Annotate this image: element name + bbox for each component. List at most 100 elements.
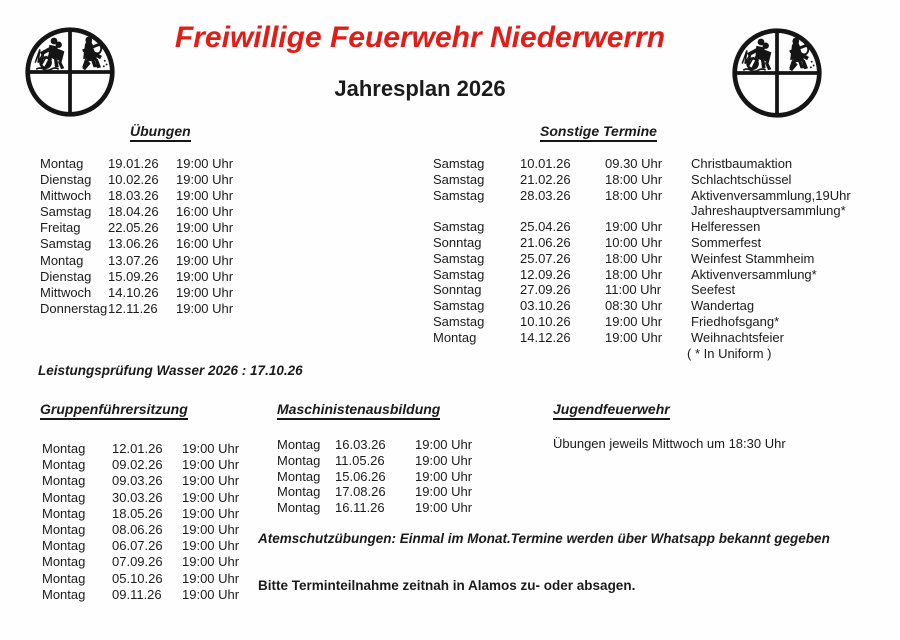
table-cell-time: 19:00 Uhr <box>605 313 663 329</box>
heading-jugendfeuerwehr: Jugendfeuerwehr <box>553 401 670 420</box>
table-cell-day: Sonntag <box>433 282 482 298</box>
table-cell-day: Samstag <box>433 250 485 266</box>
table-cell-day: Samstag <box>40 236 92 252</box>
table-cell-date: 10.01.26 <box>520 156 571 171</box>
table-cell-date: 09.03.26 <box>112 473 163 489</box>
table-cell-day: Montag <box>42 570 86 586</box>
heading-uebungen: Übungen <box>130 123 191 142</box>
table-cell-date: 12.11.26 <box>108 300 158 316</box>
alamos-note: Bitte Terminteilnahme zeitnah in Alamos … <box>258 578 636 593</box>
table-cell-day: Samstag <box>433 298 485 314</box>
table-cell-time: 19:00 Uhr <box>415 468 473 484</box>
table-cell-day: Samstag <box>40 204 92 220</box>
table-cell-event: Wandertag <box>685 298 900 314</box>
event-line-1: Christbaumaktion <box>691 156 793 171</box>
table-cell-date: 12.09.26 <box>520 266 571 282</box>
table-cell-date: 18.05.26 <box>112 505 163 521</box>
table-cell-time: 16:00 Uhr <box>176 236 234 252</box>
table-cell-event: Weinfest Stammheim <box>685 251 900 267</box>
table-cell-day: Montag <box>42 505 86 521</box>
table-cell-day: Montag <box>40 156 84 171</box>
table-cell-day: Montag <box>42 538 86 554</box>
table-cell-day: Montag <box>277 500 321 516</box>
table-cell-time: 19:00 Uhr <box>415 437 473 452</box>
table-cell-time: 19:00 Uhr <box>182 570 240 586</box>
table-cell-date: 07.09.26 <box>112 554 163 570</box>
table-cell-time: 19:00 Uhr <box>605 329 663 345</box>
table-cell-day: Mittwoch <box>40 284 92 300</box>
table-cell-time: 18:00 Uhr <box>605 250 663 266</box>
table-cell-time: 19:00 Uhr <box>182 473 240 489</box>
table-cell-date: 18.04.26 <box>108 204 159 220</box>
table-cell-time: 19:00 Uhr <box>182 505 240 521</box>
document-title: Freiwillige Feuerwehr Niederwerrn <box>174 21 666 54</box>
event-line-1: Seefest <box>691 282 736 298</box>
table-cell-time: 19:00 Uhr <box>182 521 240 537</box>
table-cell-time: 18:00 Uhr <box>605 171 663 187</box>
table-cell-day: Samstag <box>433 187 485 203</box>
table-cell-date: 08.06.26 <box>112 521 163 537</box>
table-cell-date: 10.02.26 <box>108 172 159 188</box>
atemschutz-note: Atemschutzübungen: Einmal im Monat.Termi… <box>258 531 830 546</box>
table-cell-event: Schlachtschüssel <box>685 172 900 188</box>
heading-maschinistenausbildung: Maschinistenausbildung <box>277 401 441 420</box>
table-cell-time: 19:00 Uhr <box>176 156 234 171</box>
jugendfeuerwehr-note: Übungen jeweils Mittwoch um 18:30 Uhr <box>553 436 786 451</box>
event-line-1: Wandertag <box>691 298 755 314</box>
table-cell-day: Montag <box>277 468 321 484</box>
table-cell-time: 10:00 Uhr <box>605 234 663 250</box>
table-cell-date: 15.09.26 <box>108 268 159 284</box>
table-cell-date: 16.11.26 <box>335 500 385 516</box>
table-cell-date: 09.02.26 <box>112 457 163 473</box>
table-cell-time: 19:00 Uhr <box>176 284 234 300</box>
table-cell-time: 19:00 Uhr <box>176 252 234 268</box>
event-line-1: Weinfest Stammheim <box>691 250 815 266</box>
table-cell-date: 17.08.26 <box>335 484 386 500</box>
table-cell-event: Sommerfest <box>685 235 900 251</box>
table-cell-time: 18:00 Uhr <box>605 187 663 203</box>
heading-sonstige-termine: Sonstige Termine <box>540 123 657 142</box>
table-cell-date: 25.04.26 <box>520 219 571 235</box>
table-cell-day: Mittwoch <box>40 188 92 204</box>
table-cell-time: 19:00 Uhr <box>176 220 234 236</box>
table-cell-day: Montag <box>433 329 477 345</box>
table-cell-day: Dienstag <box>40 268 92 284</box>
table-cell-day: Montag <box>42 554 86 570</box>
table-cell-event: Seefest <box>685 282 900 298</box>
table-cell-day: Montag <box>42 586 86 602</box>
document-subtitle: Jahresplan 2026 <box>334 76 506 101</box>
event-line-1: Helferessen <box>691 219 761 235</box>
table-cell-day: Sonntag <box>433 234 482 250</box>
table-cell-date: 18.03.26 <box>108 188 159 204</box>
table-cell-day: Montag <box>277 452 321 468</box>
table-cell-day: Samstag <box>433 171 485 187</box>
table-cell-event: Aktivenversammlung,19Uhr Jahreshauptvers… <box>685 188 900 220</box>
table-cell-event: Christbaumaktion <box>685 156 900 172</box>
table-cell-event: Weihnachtsfeier <box>685 330 900 346</box>
event-line-2: Jahreshauptversammlung* <box>691 203 846 219</box>
table-cell-time: 19:00 Uhr <box>415 452 473 468</box>
table-cell-time: 19:00 Uhr <box>415 500 473 516</box>
table-cell-date: 19.01.26 <box>108 156 159 171</box>
table-cell-date: 13.06.26 <box>108 236 159 252</box>
event-line-1: Weihnachtsfeier <box>691 329 784 345</box>
table-cell-time: 19:00 Uhr <box>182 457 240 473</box>
table-cell-event: Friedhofsgang* <box>685 314 900 330</box>
table-cell-date: 22.05.26 <box>108 220 159 236</box>
table-cell-date: 14.12.26 <box>520 329 571 345</box>
table-cell-day: Samstag <box>433 266 485 282</box>
table-cell-time: 08:30 Uhr <box>605 298 663 314</box>
table-cell-date: 25.07.26 <box>520 250 571 266</box>
gruppenfuehrersitzung-table: Montag 12.01.26 19:00 Uhr Montag 09.02.2… <box>42 441 254 603</box>
leistungspruefung-note: Leistungsprüfung Wasser 2026 : 17.10.26 <box>38 363 303 378</box>
table-cell-date: 10.10.26 <box>520 313 571 329</box>
sonstige-termine-table: Samstag 10.01.26 09.30 Uhr Christbaumakt… <box>433 156 900 346</box>
table-cell-date: 05.10.26 <box>112 570 163 586</box>
table-cell-day: Montag <box>42 489 86 505</box>
table-cell-time: 19:00 Uhr <box>176 188 234 204</box>
event-line-1: Schlachtschüssel <box>691 171 792 187</box>
table-cell-time: 19:00 Uhr <box>605 219 663 235</box>
table-cell-time: 19:00 Uhr <box>176 300 234 316</box>
table-cell-date: 13.07.26 <box>108 252 159 268</box>
